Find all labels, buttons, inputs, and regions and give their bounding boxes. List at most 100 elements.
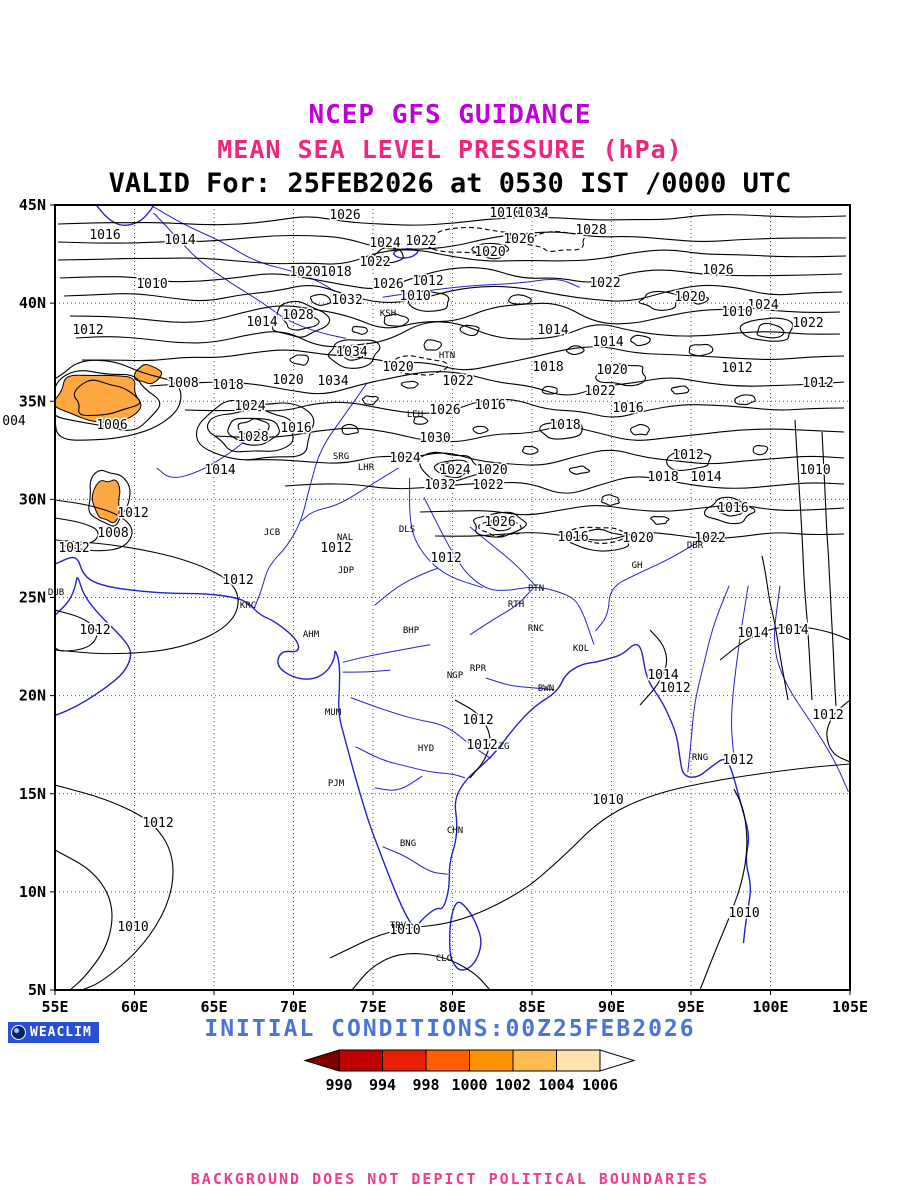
svg-text:100E: 100E [752,998,788,1016]
svg-text:GH: GH [632,561,643,571]
svg-text:1014: 1014 [246,315,277,330]
svg-text:10N: 10N [19,883,46,901]
pressure-colorbar: 990 994 998 1000 1002 1004 1006 [303,1049,636,1094]
svg-text:1032: 1032 [331,293,362,308]
svg-text:DLS: DLS [399,525,415,535]
svg-text:KRC: KRC [240,601,256,611]
svg-text:1012: 1012 [722,753,753,768]
svg-text:BNG: BNG [400,839,416,849]
svg-text:1012: 1012 [672,448,703,463]
svg-text:CHN: CHN [447,826,463,836]
svg-text:1000: 1000 [451,1076,487,1094]
svg-text:1012: 1012 [466,738,497,753]
svg-text:1008: 1008 [167,376,198,391]
svg-text:1012: 1012 [320,541,351,556]
svg-text:RTH: RTH [508,600,524,610]
svg-text:1024: 1024 [369,236,400,251]
svg-text:90E: 90E [598,998,625,1016]
svg-text:1002: 1002 [495,1076,531,1094]
svg-text:1028: 1028 [282,308,313,323]
svg-text:1014: 1014 [737,626,768,641]
svg-text:1030: 1030 [419,431,450,446]
svg-text:1010: 1010 [799,463,830,478]
svg-text:1020: 1020 [476,463,507,478]
svg-text:1022: 1022 [584,384,615,399]
svg-text:ZG: ZG [499,742,510,752]
svg-text:998: 998 [412,1076,439,1094]
svg-text:1022: 1022 [472,478,503,493]
svg-text:1014: 1014 [690,470,721,485]
weaclim-globe-icon [11,1025,26,1040]
svg-text:80E: 80E [439,998,466,1016]
svg-text:40N: 40N [19,294,46,312]
svg-text:1010: 1010 [592,793,623,808]
svg-text:1020: 1020 [272,373,303,388]
svg-text:1024: 1024 [234,399,265,414]
coastline-rivers-layer [55,205,849,971]
title-valid-line: VALID For: 25FEB2026 at 0530 IST /0000 U… [108,168,792,199]
svg-text:RNG: RNG [692,753,708,763]
svg-text:1018: 1018 [549,418,580,433]
svg-text:1012: 1012 [72,323,103,338]
svg-text:85E: 85E [518,998,545,1016]
weaclim-logo-text: WEACLIM [30,1025,92,1040]
svg-text:1028: 1028 [575,223,606,238]
svg-text:1014: 1014 [164,233,195,248]
svg-text:HYD: HYD [418,744,434,754]
svg-text:PTN: PTN [528,584,544,594]
svg-text:PJM: PJM [328,779,345,789]
svg-text:1016: 1016 [474,398,505,413]
disclaimer-text: BACKGROUND DOES NOT DEPICT POLITICAL BOU… [190,1170,710,1188]
svg-text:CLO: CLO [436,954,452,964]
svg-text:15N: 15N [19,785,46,803]
svg-text:BWN: BWN [538,684,554,694]
svg-text:NGP: NGP [447,671,464,681]
svg-text:1006: 1006 [582,1076,618,1094]
svg-text:1024: 1024 [389,451,420,466]
svg-text:NAL: NAL [337,533,353,543]
svg-text:1032: 1032 [424,478,455,493]
svg-text:1014: 1014 [647,668,678,683]
svg-text:1010: 1010 [721,305,752,320]
svg-text:1014: 1014 [777,623,808,638]
svg-text:1014: 1014 [204,463,235,478]
svg-text:JDP: JDP [338,566,355,576]
svg-text:1012: 1012 [58,541,89,556]
svg-text:1016: 1016 [612,401,643,416]
svg-text:1024: 1024 [439,463,470,478]
svg-text:1024: 1024 [747,298,778,313]
svg-text:1026: 1026 [503,232,534,247]
svg-text:1016: 1016 [89,228,120,243]
svg-text:55E: 55E [41,998,68,1016]
isobar-contours-layer [55,214,850,990]
axis-tick-labels: 55E 60E 65E 70E 75E 80E 85E 90E 95E 100E 105E 5N 10N… [19,196,868,1016]
svg-text:1004: 1004 [538,1076,574,1094]
svg-text:65E: 65E [200,998,227,1016]
svg-text:1020: 1020 [674,290,705,305]
svg-text:1012: 1012 [79,623,110,638]
svg-text:1006: 1006 [96,418,127,433]
svg-text:BHP: BHP [403,626,420,636]
svg-text:1018: 1018 [212,378,243,393]
svg-text:1022: 1022 [359,255,390,270]
svg-text:1020: 1020 [622,531,653,546]
svg-text:1026: 1026 [429,403,460,418]
svg-text:1012: 1012 [721,361,752,376]
svg-text:1018: 1018 [532,360,563,375]
svg-text:1028: 1028 [237,430,268,445]
svg-text:1016: 1016 [717,501,748,516]
svg-text:1012: 1012 [142,816,173,831]
svg-text:5N: 5N [28,981,46,999]
svg-text:35N: 35N [19,392,46,410]
svg-text:30N: 30N [19,490,46,508]
svg-text:20N: 20N [19,687,46,705]
svg-text:1010: 1010 [728,906,759,921]
svg-text:95E: 95E [677,998,704,1016]
svg-text:DBR: DBR [687,541,704,551]
svg-text:75E: 75E [359,998,386,1016]
svg-text:1008: 1008 [97,526,128,541]
svg-text:SRG: SRG [333,452,349,462]
svg-text:1010: 1010 [136,277,167,292]
